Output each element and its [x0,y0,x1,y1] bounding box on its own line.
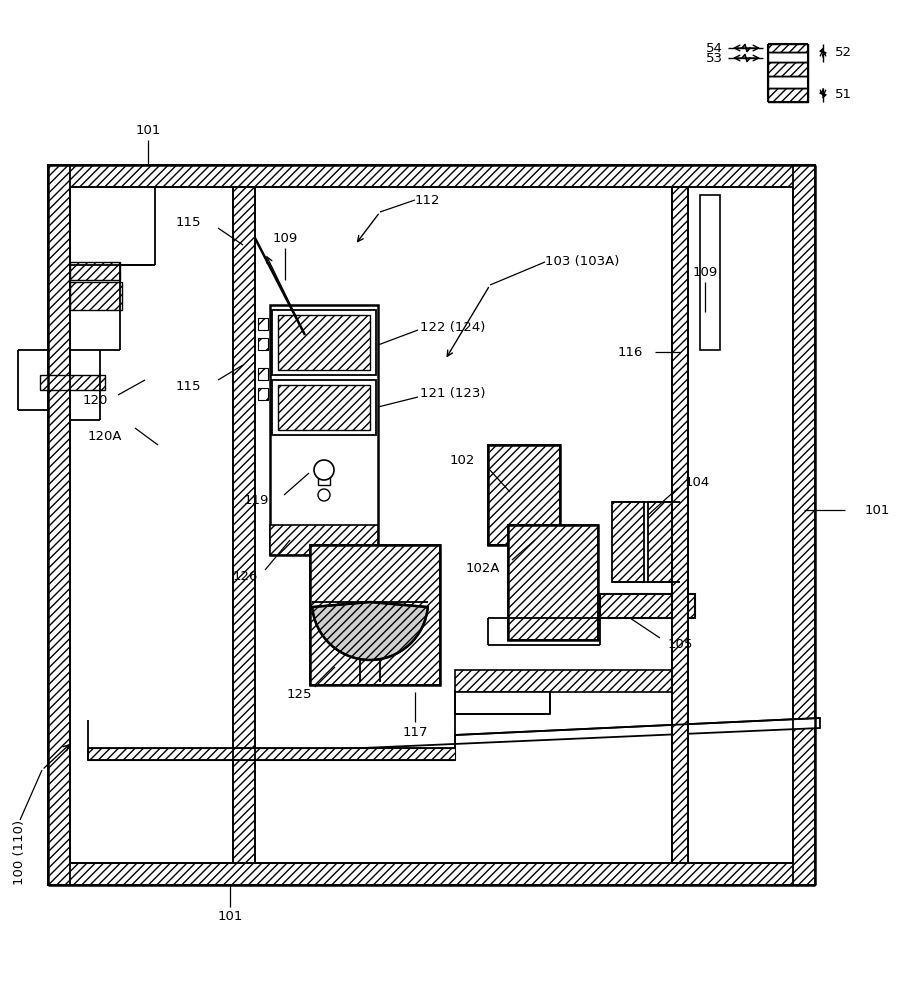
Bar [278,315,370,370]
Bar [318,473,330,485]
Text: 117: 117 [402,726,428,738]
Bar [272,380,376,435]
Bar [600,594,695,618]
Text: 54: 54 [706,41,723,54]
Text: 102A: 102A [466,562,500,574]
Bar [648,502,680,582]
Text: 126: 126 [233,570,258,584]
Text: 112: 112 [415,194,440,207]
Bar [508,525,598,640]
Text: 120A: 120A [88,430,122,444]
Bar [768,52,808,62]
Text: 104: 104 [685,476,710,488]
Text: 101: 101 [135,123,160,136]
Wedge shape [313,602,428,660]
Text: 109: 109 [273,232,298,244]
Bar [258,388,268,400]
Polygon shape [88,718,820,760]
Bar [233,187,255,863]
Bar [48,863,815,885]
Text: 122 (124): 122 (124) [420,320,486,334]
Text: 101: 101 [865,504,891,516]
Bar [700,195,720,350]
Bar [310,545,440,685]
Text: 125: 125 [286,688,312,700]
Text: 115: 115 [176,379,201,392]
Bar [488,445,560,545]
Bar [70,282,122,310]
Bar [270,305,378,555]
Text: 52: 52 [835,45,852,58]
Bar [793,165,815,885]
Bar [88,748,455,760]
Bar [258,318,268,330]
Bar [768,76,808,88]
Text: 105: 105 [668,638,693,650]
Bar [258,338,268,350]
Bar [70,262,120,280]
Text: 109: 109 [692,265,718,278]
Text: 100 (110): 100 (110) [14,819,26,885]
Bar [310,545,440,685]
Bar [768,44,808,52]
Bar [48,165,70,885]
Text: 115: 115 [176,216,201,229]
Bar [600,594,695,618]
Text: 103 (103A): 103 (103A) [545,255,620,268]
Bar [278,385,370,430]
Bar [612,502,644,582]
Bar [258,368,268,380]
Bar [768,88,808,102]
Circle shape [314,460,334,480]
Text: 119: 119 [244,493,269,506]
Bar [40,375,105,390]
Bar [455,692,550,714]
Text: 120: 120 [82,393,108,406]
Bar [672,187,688,863]
Bar [272,310,376,375]
Text: 51: 51 [835,89,852,102]
Text: 101: 101 [217,910,243,924]
Text: 53: 53 [706,51,723,64]
Bar [508,525,598,640]
Bar [768,62,808,76]
Text: 121 (123): 121 (123) [420,386,486,399]
Bar [270,525,378,555]
Text: 102: 102 [449,454,475,466]
Circle shape [318,489,330,501]
Bar [488,445,560,545]
Bar [455,670,680,692]
Bar [48,165,815,187]
Text: 116: 116 [618,346,643,359]
